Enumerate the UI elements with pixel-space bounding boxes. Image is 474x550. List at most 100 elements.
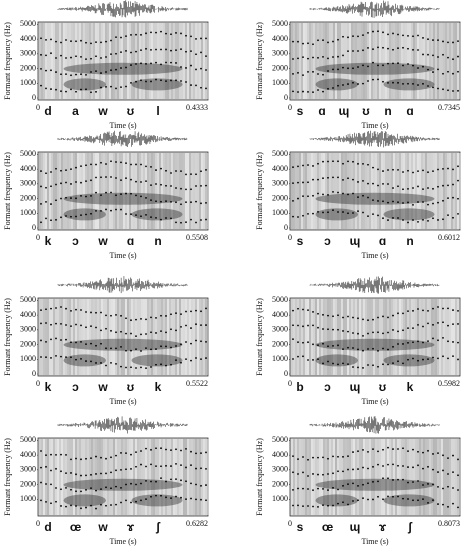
formant-dot: [337, 488, 339, 491]
texture-strip: [303, 23, 305, 99]
texture-strip: [177, 439, 179, 515]
texture-strip: [49, 299, 51, 375]
formant-dot: [297, 473, 299, 475]
formant-dot: [200, 51, 202, 54]
formant-dot: [347, 363, 349, 366]
formant-dot: [60, 339, 62, 341]
texture-strip: [419, 439, 421, 515]
formant-dot: [115, 194, 117, 197]
formant-dot: [447, 307, 449, 310]
texture-strip: [81, 153, 83, 229]
formant-dot: [140, 33, 142, 36]
formant-dot: [100, 41, 102, 44]
texture-strip: [349, 153, 351, 229]
formant-dot: [352, 468, 354, 471]
formant-dot: [65, 338, 67, 341]
texture-strip: [449, 439, 451, 515]
formant-dot: [155, 61, 157, 64]
formant-dot: [120, 67, 122, 69]
formant-dot: [447, 184, 449, 187]
formant-dot: [125, 213, 127, 215]
x-start-label: 0: [288, 379, 292, 388]
formant-dot: [457, 489, 459, 491]
formant-dot: [427, 322, 429, 325]
texture-strip: [137, 23, 139, 99]
formant-dot: [125, 452, 127, 455]
formant-dot: [125, 177, 127, 180]
formant-dot: [135, 163, 137, 166]
formant-dot: [190, 482, 192, 485]
texture-strip: [311, 439, 313, 515]
phoneme: ɤ: [379, 520, 387, 534]
texture-strip: [69, 299, 71, 375]
texture-strip: [347, 153, 349, 229]
formant-dot: [407, 201, 409, 204]
formant-dot: [40, 322, 42, 325]
formant-dot: [135, 367, 137, 369]
formant-dot: [332, 209, 334, 212]
formant-dot: [417, 49, 419, 51]
texture-strip: [43, 299, 45, 375]
texture-strip: [431, 23, 433, 99]
formant-dot: [145, 165, 147, 168]
texture-strip: [99, 153, 101, 229]
y-tick-label: 5000: [20, 295, 36, 304]
formant-dot: [60, 197, 62, 200]
texture-strip: [459, 23, 461, 99]
formant-dot: [302, 42, 304, 45]
texture-strip: [315, 23, 317, 99]
formant-dot: [312, 489, 314, 492]
formant-dot: [347, 315, 349, 318]
formant-dot: [292, 488, 294, 491]
formant-dot: [40, 185, 42, 188]
texture-strip: [115, 439, 117, 515]
texture-strip: [199, 299, 201, 375]
texture-strip: [183, 153, 185, 229]
formant-dot: [195, 221, 197, 224]
formant-dot: [180, 66, 182, 68]
formant-dot: [70, 472, 72, 474]
formant-dot: [447, 214, 449, 217]
formant-dot: [205, 484, 207, 486]
y-tick-label: 4000: [272, 34, 288, 43]
formant-dot: [170, 33, 172, 36]
texture-strip: [71, 439, 73, 515]
texture-strip: [191, 153, 193, 229]
phoneme: ɑ: [318, 104, 325, 118]
formant-dot: [317, 210, 319, 213]
texture-strip: [197, 299, 199, 375]
formant-dot: [412, 309, 414, 312]
energy-band: [383, 78, 435, 91]
texture-strip: [157, 439, 159, 515]
texture-strip: [313, 299, 315, 375]
formant-dot: [155, 31, 157, 34]
formant-dot: [100, 472, 102, 475]
texture-strip: [173, 23, 175, 99]
texture-strip: [313, 153, 315, 229]
texture-strip: [297, 439, 299, 515]
formant-dot: [362, 367, 364, 369]
y-tick-label: 4000: [272, 164, 288, 173]
y-tick-label: 2000: [20, 479, 36, 488]
formant-dot: [105, 191, 107, 194]
texture-strip: [97, 299, 99, 375]
formant-dot: [70, 325, 72, 327]
formant-dot: [412, 357, 414, 360]
texture-strip: [193, 439, 195, 515]
formant-dot: [50, 323, 52, 326]
texture-strip: [405, 23, 407, 99]
formant-dot: [312, 165, 314, 167]
formant-dot: [170, 328, 172, 331]
texture-strip: [113, 153, 115, 229]
formant-dot: [427, 449, 429, 452]
formant-dot: [140, 317, 142, 320]
texture-strip: [311, 23, 313, 99]
formant-dot: [155, 465, 157, 468]
texture-strip: [453, 23, 455, 99]
formant-dot: [317, 344, 319, 347]
texture-strip: [445, 299, 447, 375]
formant-dot: [105, 40, 107, 43]
formant-dot: [185, 34, 187, 37]
texture-strip: [369, 299, 371, 375]
formant-dot: [452, 196, 454, 199]
